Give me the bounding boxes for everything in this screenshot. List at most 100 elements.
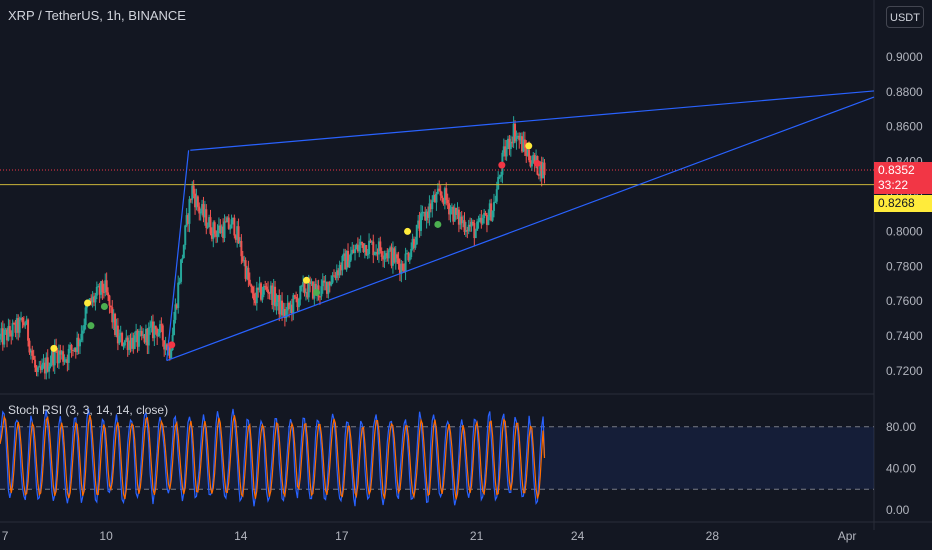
candle-body: [250, 284, 253, 287]
candle-body: [123, 340, 126, 346]
candle-body: [471, 221, 474, 224]
candle-body: [52, 350, 55, 366]
candle-body: [507, 138, 510, 148]
candle-body: [271, 285, 274, 306]
candle-body: [111, 307, 114, 323]
candle-body: [74, 348, 77, 352]
candle-body: [147, 327, 150, 346]
candle-body: [394, 254, 397, 263]
candle-body: [309, 281, 312, 284]
candle-body: [529, 160, 532, 167]
candle-body: [258, 283, 261, 290]
candle-body: [338, 264, 341, 276]
candle-body: [243, 260, 246, 262]
candle-body: [518, 135, 521, 141]
candle-body: [484, 212, 487, 215]
candle-body: [254, 300, 257, 304]
candle-body: [453, 207, 456, 222]
candle-body: [345, 250, 348, 270]
candle-body: [369, 240, 372, 243]
signal-dot-green: [434, 220, 442, 228]
candle-body: [34, 359, 37, 368]
candle-body: [63, 360, 66, 362]
candle-body: [542, 162, 545, 179]
candle-body: [352, 249, 355, 254]
candle-body: [14, 323, 17, 333]
candle-body: [251, 286, 254, 294]
candle-body: [253, 293, 256, 301]
candle-body: [45, 357, 48, 374]
candle-body: [422, 212, 425, 214]
candle-body: [509, 141, 512, 150]
candle-body: [320, 286, 323, 297]
candle-body: [488, 203, 491, 217]
candle-body: [116, 325, 119, 344]
candle-body: [310, 281, 313, 284]
candle-body: [289, 304, 292, 309]
candle-body: [102, 292, 105, 294]
candles: [0, 116, 546, 380]
currency-button[interactable]: USDT: [886, 6, 924, 28]
candle-body: [363, 245, 366, 252]
candle-body: [136, 330, 139, 347]
candle-body: [213, 222, 216, 234]
candle-body: [323, 280, 326, 283]
candle-body: [236, 226, 239, 240]
candle-body: [97, 286, 100, 288]
candle-body: [429, 203, 432, 210]
candle-body: [108, 295, 111, 306]
candle-body: [421, 212, 424, 214]
candle-body: [528, 149, 531, 161]
candle-body: [260, 283, 263, 300]
candle-body: [70, 344, 73, 350]
candle-body: [205, 209, 208, 228]
candle-body: [327, 281, 330, 294]
candle-body: [184, 225, 187, 246]
candle-body: [192, 185, 195, 194]
stoch-d-line: [0, 414, 546, 500]
candle-body: [215, 233, 218, 237]
candle-body: [219, 225, 222, 234]
candle-body: [446, 199, 449, 204]
candle-body: [173, 319, 176, 336]
candle-body: [477, 221, 480, 223]
candle-body: [53, 346, 56, 366]
candle-body: [495, 189, 498, 202]
candle-body: [98, 286, 101, 295]
candle-body: [128, 340, 131, 351]
candle-body: [272, 286, 275, 306]
candle-body: [191, 185, 194, 200]
candle-body: [149, 326, 152, 328]
candle-body: [226, 217, 229, 223]
candle-body: [21, 317, 24, 323]
price-axis-label: 0.7600: [886, 294, 923, 308]
candle-body: [189, 199, 192, 201]
candle-body: [283, 309, 286, 319]
candle-body: [332, 275, 335, 277]
signal-dot-yellow: [302, 276, 310, 284]
candle-body: [24, 324, 27, 326]
signal-dot-red: [168, 341, 176, 349]
candle-body: [17, 318, 20, 333]
candle-body: [177, 282, 180, 308]
candle-body: [29, 350, 32, 353]
candle-body: [202, 204, 205, 218]
candle-body: [140, 331, 143, 336]
candle-body: [3, 329, 6, 345]
time-axis-label: 10: [99, 529, 113, 543]
candle-body: [521, 136, 524, 152]
candle-body: [268, 292, 271, 294]
candle-body: [504, 146, 507, 157]
candle-body: [435, 193, 438, 203]
candle-body: [514, 123, 517, 142]
candle-body: [365, 245, 368, 256]
candle-body: [466, 230, 469, 232]
candle-body: [132, 337, 135, 349]
candle-body: [76, 337, 79, 352]
stoch-axis-label: 80.00: [886, 420, 916, 434]
candle-body: [470, 221, 473, 227]
candle-body: [150, 321, 153, 327]
candle-body: [359, 241, 362, 246]
